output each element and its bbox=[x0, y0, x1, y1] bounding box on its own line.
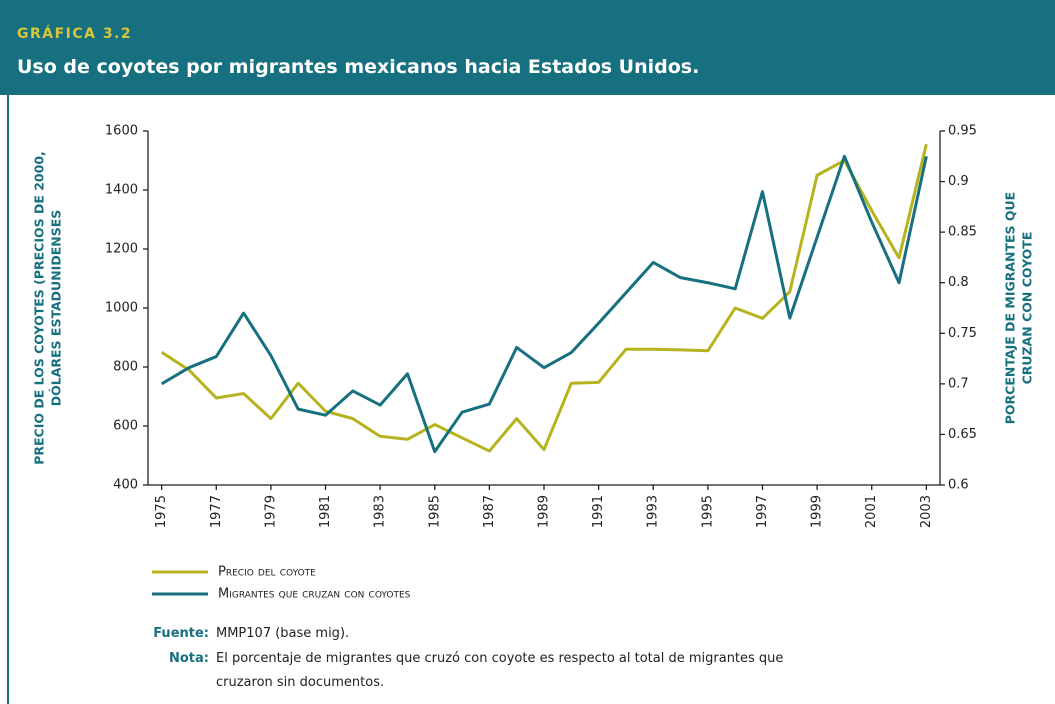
x-tick-label: 1985 bbox=[427, 495, 442, 528]
y2-tick-label: 0.8 bbox=[948, 275, 969, 290]
y2-tick-label: 0.65 bbox=[948, 427, 977, 442]
y2-tick-label: 0.95 bbox=[948, 124, 977, 139]
y-axis-label: PRECIO DE LOS COYOTES (PRECIOS DE 2000, bbox=[32, 151, 47, 465]
y-tick-label: 1600 bbox=[105, 124, 138, 139]
x-tick-label: 1991 bbox=[591, 495, 606, 528]
source-label: Fuente: bbox=[153, 626, 209, 641]
x-tick-label: 2001 bbox=[864, 495, 879, 528]
chart-title: Uso de coyotes por migrantes mexicanos h… bbox=[17, 56, 700, 78]
y-tick-label: 400 bbox=[113, 478, 138, 493]
series-line bbox=[160, 154, 928, 454]
x-tick-label: 1999 bbox=[810, 495, 825, 528]
figure-label: GRÁFICA 3.2 bbox=[17, 26, 133, 42]
note-text: El porcentaje de migrantes que cruzó con… bbox=[216, 651, 784, 690]
y-tick-label: 1000 bbox=[105, 301, 138, 316]
y-tick-label: 1400 bbox=[105, 183, 138, 198]
x-tick-label: 1997 bbox=[755, 495, 770, 528]
note-label: Nota: bbox=[169, 651, 209, 666]
border bbox=[7, 95, 9, 704]
x-tick-label: 1979 bbox=[263, 495, 278, 528]
y2-tick-label: 0.6 bbox=[948, 478, 969, 493]
x-tick-label: 1987 bbox=[482, 495, 497, 528]
y-tick-label: 600 bbox=[113, 419, 138, 434]
y-axis-label: DÓLARES ESTADUNIDENSES bbox=[49, 210, 64, 407]
y-tick-label: 1200 bbox=[105, 242, 138, 257]
legend-label: Precio del coyote bbox=[218, 565, 316, 580]
series-line bbox=[160, 143, 928, 453]
x-tick-label: 1975 bbox=[154, 495, 169, 528]
x-tick-label: 2003 bbox=[919, 495, 934, 528]
legend-label: Migrantes que cruzan con coyotes bbox=[218, 587, 411, 602]
x-tick-label: 1993 bbox=[646, 495, 661, 528]
y2-tick-label: 0.7 bbox=[948, 376, 969, 391]
y2-axis-label: PORCENTAJE DE MIGRANTES QUE bbox=[1003, 192, 1018, 424]
y2-tick-label: 0.85 bbox=[948, 225, 977, 240]
x-tick-label: 1981 bbox=[318, 495, 333, 528]
source-text: MMP107 (base mig). bbox=[216, 626, 350, 641]
y2-axis-label: CRUZAN CON COYOTE bbox=[1020, 232, 1035, 385]
y2-tick-label: 0.9 bbox=[948, 174, 969, 189]
x-tick-label: 1995 bbox=[700, 495, 715, 528]
x-tick-label: 1977 bbox=[209, 495, 224, 528]
header: GRÁFICA 3.2 Uso de coyotes por migrantes… bbox=[0, 0, 1055, 95]
x-tick-label: 1989 bbox=[537, 495, 552, 528]
y-tick-label: 800 bbox=[113, 360, 138, 375]
y2-tick-label: 0.75 bbox=[948, 326, 977, 341]
x-tick-label: 1983 bbox=[373, 495, 388, 528]
